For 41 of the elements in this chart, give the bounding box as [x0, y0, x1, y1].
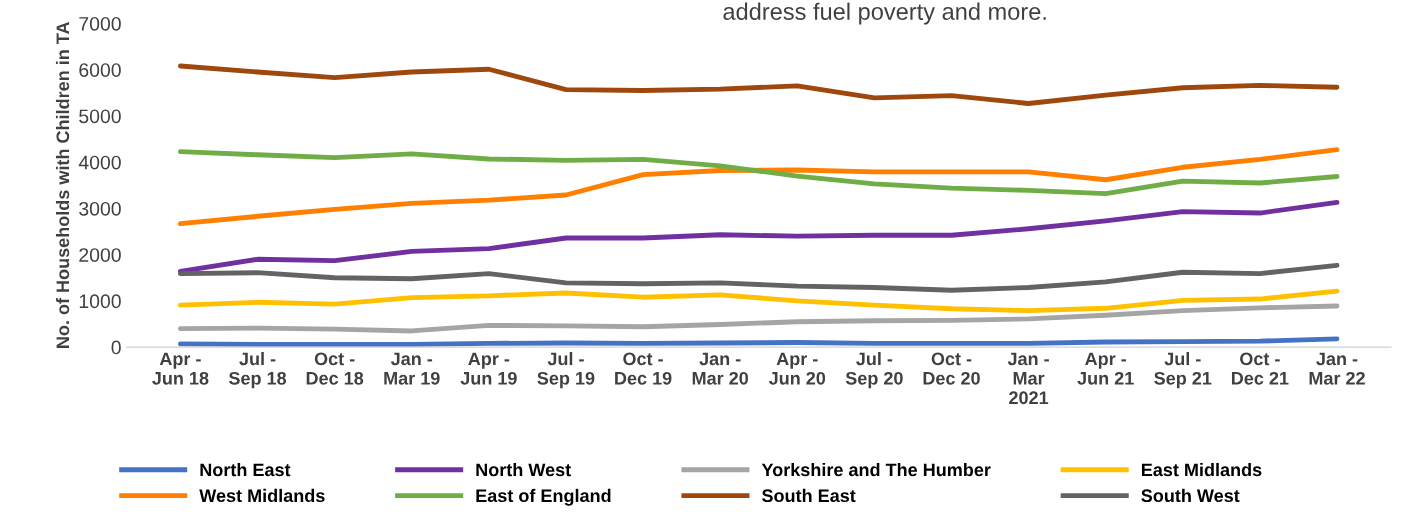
line-series [177, 288, 1340, 314]
y-axis-title: No. of Households with Children in TA [55, 21, 70, 348]
x-tick-label: Apr - Jun 20 [768, 352, 826, 385]
y-tick-label: 4000 [78, 155, 121, 170]
line-series [177, 149, 1340, 197]
line-series [177, 63, 1340, 106]
legend-label: East Midlands [1141, 462, 1262, 477]
x-tick-label: Oct - Dec 19 [615, 352, 672, 385]
line-series [177, 303, 1340, 334]
x-tick-label: Jan - Mar 2021 [1007, 352, 1049, 405]
legend-label: Yorkshire and The Humber [761, 462, 991, 477]
y-tick-label: 0 [111, 340, 121, 355]
x-tick-label: Jan - Mar 19 [384, 352, 440, 385]
y-tick-label: 6000 [79, 63, 121, 77]
legend-label: North West [476, 462, 571, 477]
legend-label: West Midlands [199, 488, 325, 503]
line-series [177, 262, 1340, 293]
legend-label: South East [762, 488, 856, 503]
legend-label: North East [200, 462, 291, 477]
x-tick-label: Apr - Jun 18 [152, 352, 209, 385]
x-tick-label: Oct - Dec 18 [306, 352, 364, 385]
annotation: address fuel poverty and more. [723, 2, 1046, 25]
x-tick-label: Jul - Sep 21 [1154, 351, 1212, 389]
line-series [177, 199, 1340, 274]
x-tick-label: Jul - Sep 19 [537, 351, 595, 389]
x-tick-label: Apr - Jun 19 [460, 352, 517, 385]
y-tick-label: 1000 [79, 294, 121, 309]
x-tick-label: Jan - Mar 22 [1309, 352, 1365, 385]
y-tick-label: 5000 [79, 109, 121, 124]
x-tick-label: Jul - Sep 20 [845, 351, 903, 389]
y-tick-label: 7000 [79, 16, 121, 31]
x-tick-label: Oct - Dec 21 [1231, 352, 1289, 385]
y-tick-label: 2000 [79, 248, 121, 262]
x-tick-label: Jan - Mar 20 [692, 352, 749, 385]
x-tick-label: Apr - Jun 21 [1077, 352, 1134, 385]
x-tick-label: Jul - Sep 18 [228, 351, 287, 389]
x-tick-label: Oct - Dec 20 [923, 352, 980, 385]
line-series [177, 147, 1340, 227]
y-tick-label: 3000 [79, 201, 121, 216]
legend-label: South West [1141, 488, 1240, 503]
legend-label: East of England [476, 488, 611, 506]
